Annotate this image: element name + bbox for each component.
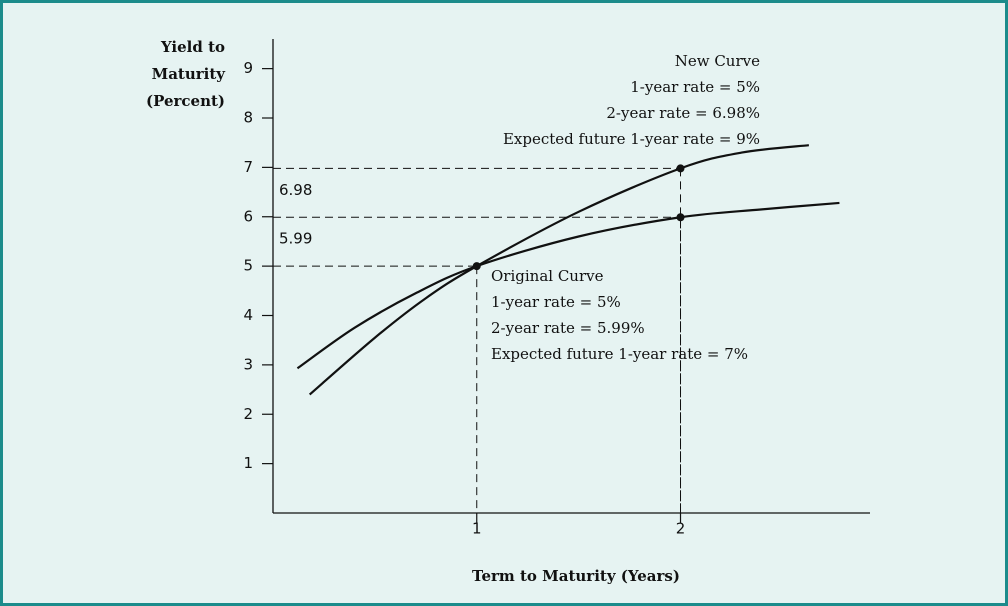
y-tick-label: 8 [243,109,253,127]
curve [308,144,809,396]
y-tick-label: 2 [243,405,253,423]
annotation: Expected future 1-year rate = 7% [491,345,748,363]
y-tick-label: 4 [243,306,253,324]
y-axis-title: Maturity [152,65,227,83]
y-tick-label: 5 [243,257,253,275]
x-tick-label: 2 [676,520,686,538]
y-tick-label: 7 [243,158,253,176]
annotation: 2-year rate = 5.99% [491,319,645,337]
y-tick-label: 3 [243,355,253,373]
point [676,213,685,222]
annotation: Original Curve [491,267,604,285]
annotation: New Curve [675,52,760,70]
y-axis-title: Yield to [160,38,225,56]
y-tick-label: 6 [243,207,253,225]
curve [296,201,840,370]
point [676,164,685,173]
x-tick-label: 1 [472,520,482,538]
y-tick-label: 1 [243,454,253,472]
x-axis-title: Term to Maturity (Years) [472,567,680,585]
y-tick-label: 9 [243,59,253,77]
annotation: 1-year rate = 5% [491,293,621,311]
reference-label: 6.98 [279,181,312,199]
point [472,262,481,271]
annotation: 2-year rate = 6.98% [606,104,760,122]
annotation: 1-year rate = 5% [630,78,760,96]
reference-label: 5.99 [279,230,312,248]
y-axis-title: (Percent) [146,92,225,110]
annotation: Expected future 1-year rate = 9% [503,130,760,148]
